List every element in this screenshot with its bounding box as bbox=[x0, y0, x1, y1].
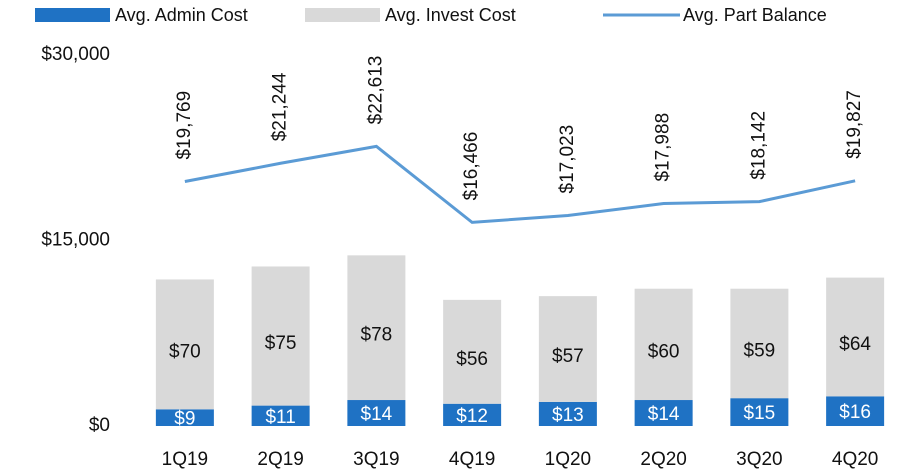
bar-segment bbox=[443, 403, 502, 426]
y-tick-label: $30,000 bbox=[41, 44, 110, 65]
bar-label: $60 bbox=[648, 341, 680, 362]
bar-segment bbox=[251, 405, 310, 426]
bar-segment bbox=[538, 401, 597, 426]
bar-segment bbox=[826, 277, 885, 397]
bar-label: $11 bbox=[265, 407, 295, 428]
bar-label: $64 bbox=[839, 334, 871, 355]
line-label: $17,023 bbox=[557, 125, 578, 194]
bar-segment bbox=[443, 299, 502, 404]
y-tick-label: $0 bbox=[89, 415, 110, 436]
bar-label: $12 bbox=[456, 406, 488, 427]
x-tick-label: 2Q19 bbox=[257, 449, 303, 470]
legend-label: Avg. Invest Cost bbox=[385, 5, 516, 25]
line-label: $21,244 bbox=[270, 72, 291, 141]
bar-label: $13 bbox=[552, 405, 584, 426]
bar-segment bbox=[634, 400, 693, 426]
bar-segment bbox=[634, 288, 693, 401]
bar-label: $16 bbox=[839, 402, 871, 423]
bar-segment bbox=[538, 296, 597, 402]
x-tick-label: 3Q19 bbox=[353, 449, 399, 470]
bar-label: $75 bbox=[265, 333, 297, 354]
bar-segment bbox=[347, 255, 406, 401]
bar-label: $56 bbox=[456, 349, 488, 370]
line-label: $18,142 bbox=[748, 111, 769, 180]
bar-label: $14 bbox=[361, 404, 393, 425]
legend-label: Avg. Part Balance bbox=[683, 5, 827, 25]
line-label: $17,988 bbox=[653, 113, 674, 182]
line-label: $16,466 bbox=[461, 132, 482, 201]
x-tick-label: 2Q20 bbox=[640, 449, 686, 470]
bar-label: $14 bbox=[648, 404, 680, 425]
line bbox=[184, 144, 856, 224]
bar-label: $70 bbox=[169, 341, 201, 362]
legend-label: Avg. Admin Cost bbox=[115, 5, 248, 25]
line-label: $19,769 bbox=[174, 91, 195, 160]
bar-segment bbox=[347, 400, 406, 426]
bar-segment bbox=[155, 279, 214, 410]
x-tick-label: 1Q19 bbox=[162, 449, 208, 470]
bar-segment bbox=[730, 398, 789, 426]
x-tick-label: 3Q20 bbox=[736, 449, 782, 470]
bar-label: $9 bbox=[174, 409, 195, 430]
legend-swatch bbox=[305, 8, 380, 22]
bar-label: $59 bbox=[744, 340, 776, 361]
line-label: $19,827 bbox=[844, 90, 865, 159]
bar-segment bbox=[826, 396, 885, 426]
bar-label: $57 bbox=[552, 346, 584, 367]
x-tick-label: 4Q20 bbox=[832, 449, 878, 470]
bar-label: $15 bbox=[744, 403, 776, 424]
bar-label: $78 bbox=[361, 325, 393, 346]
legend-swatch bbox=[35, 8, 110, 22]
y-tick-label: $15,000 bbox=[41, 230, 110, 251]
bar-segment bbox=[155, 409, 214, 426]
line-label: $22,613 bbox=[365, 56, 386, 125]
x-tick-label: 1Q20 bbox=[545, 449, 591, 470]
x-tick-label: 4Q19 bbox=[449, 449, 495, 470]
bar-segment bbox=[730, 288, 789, 399]
bar-segment bbox=[251, 266, 310, 406]
